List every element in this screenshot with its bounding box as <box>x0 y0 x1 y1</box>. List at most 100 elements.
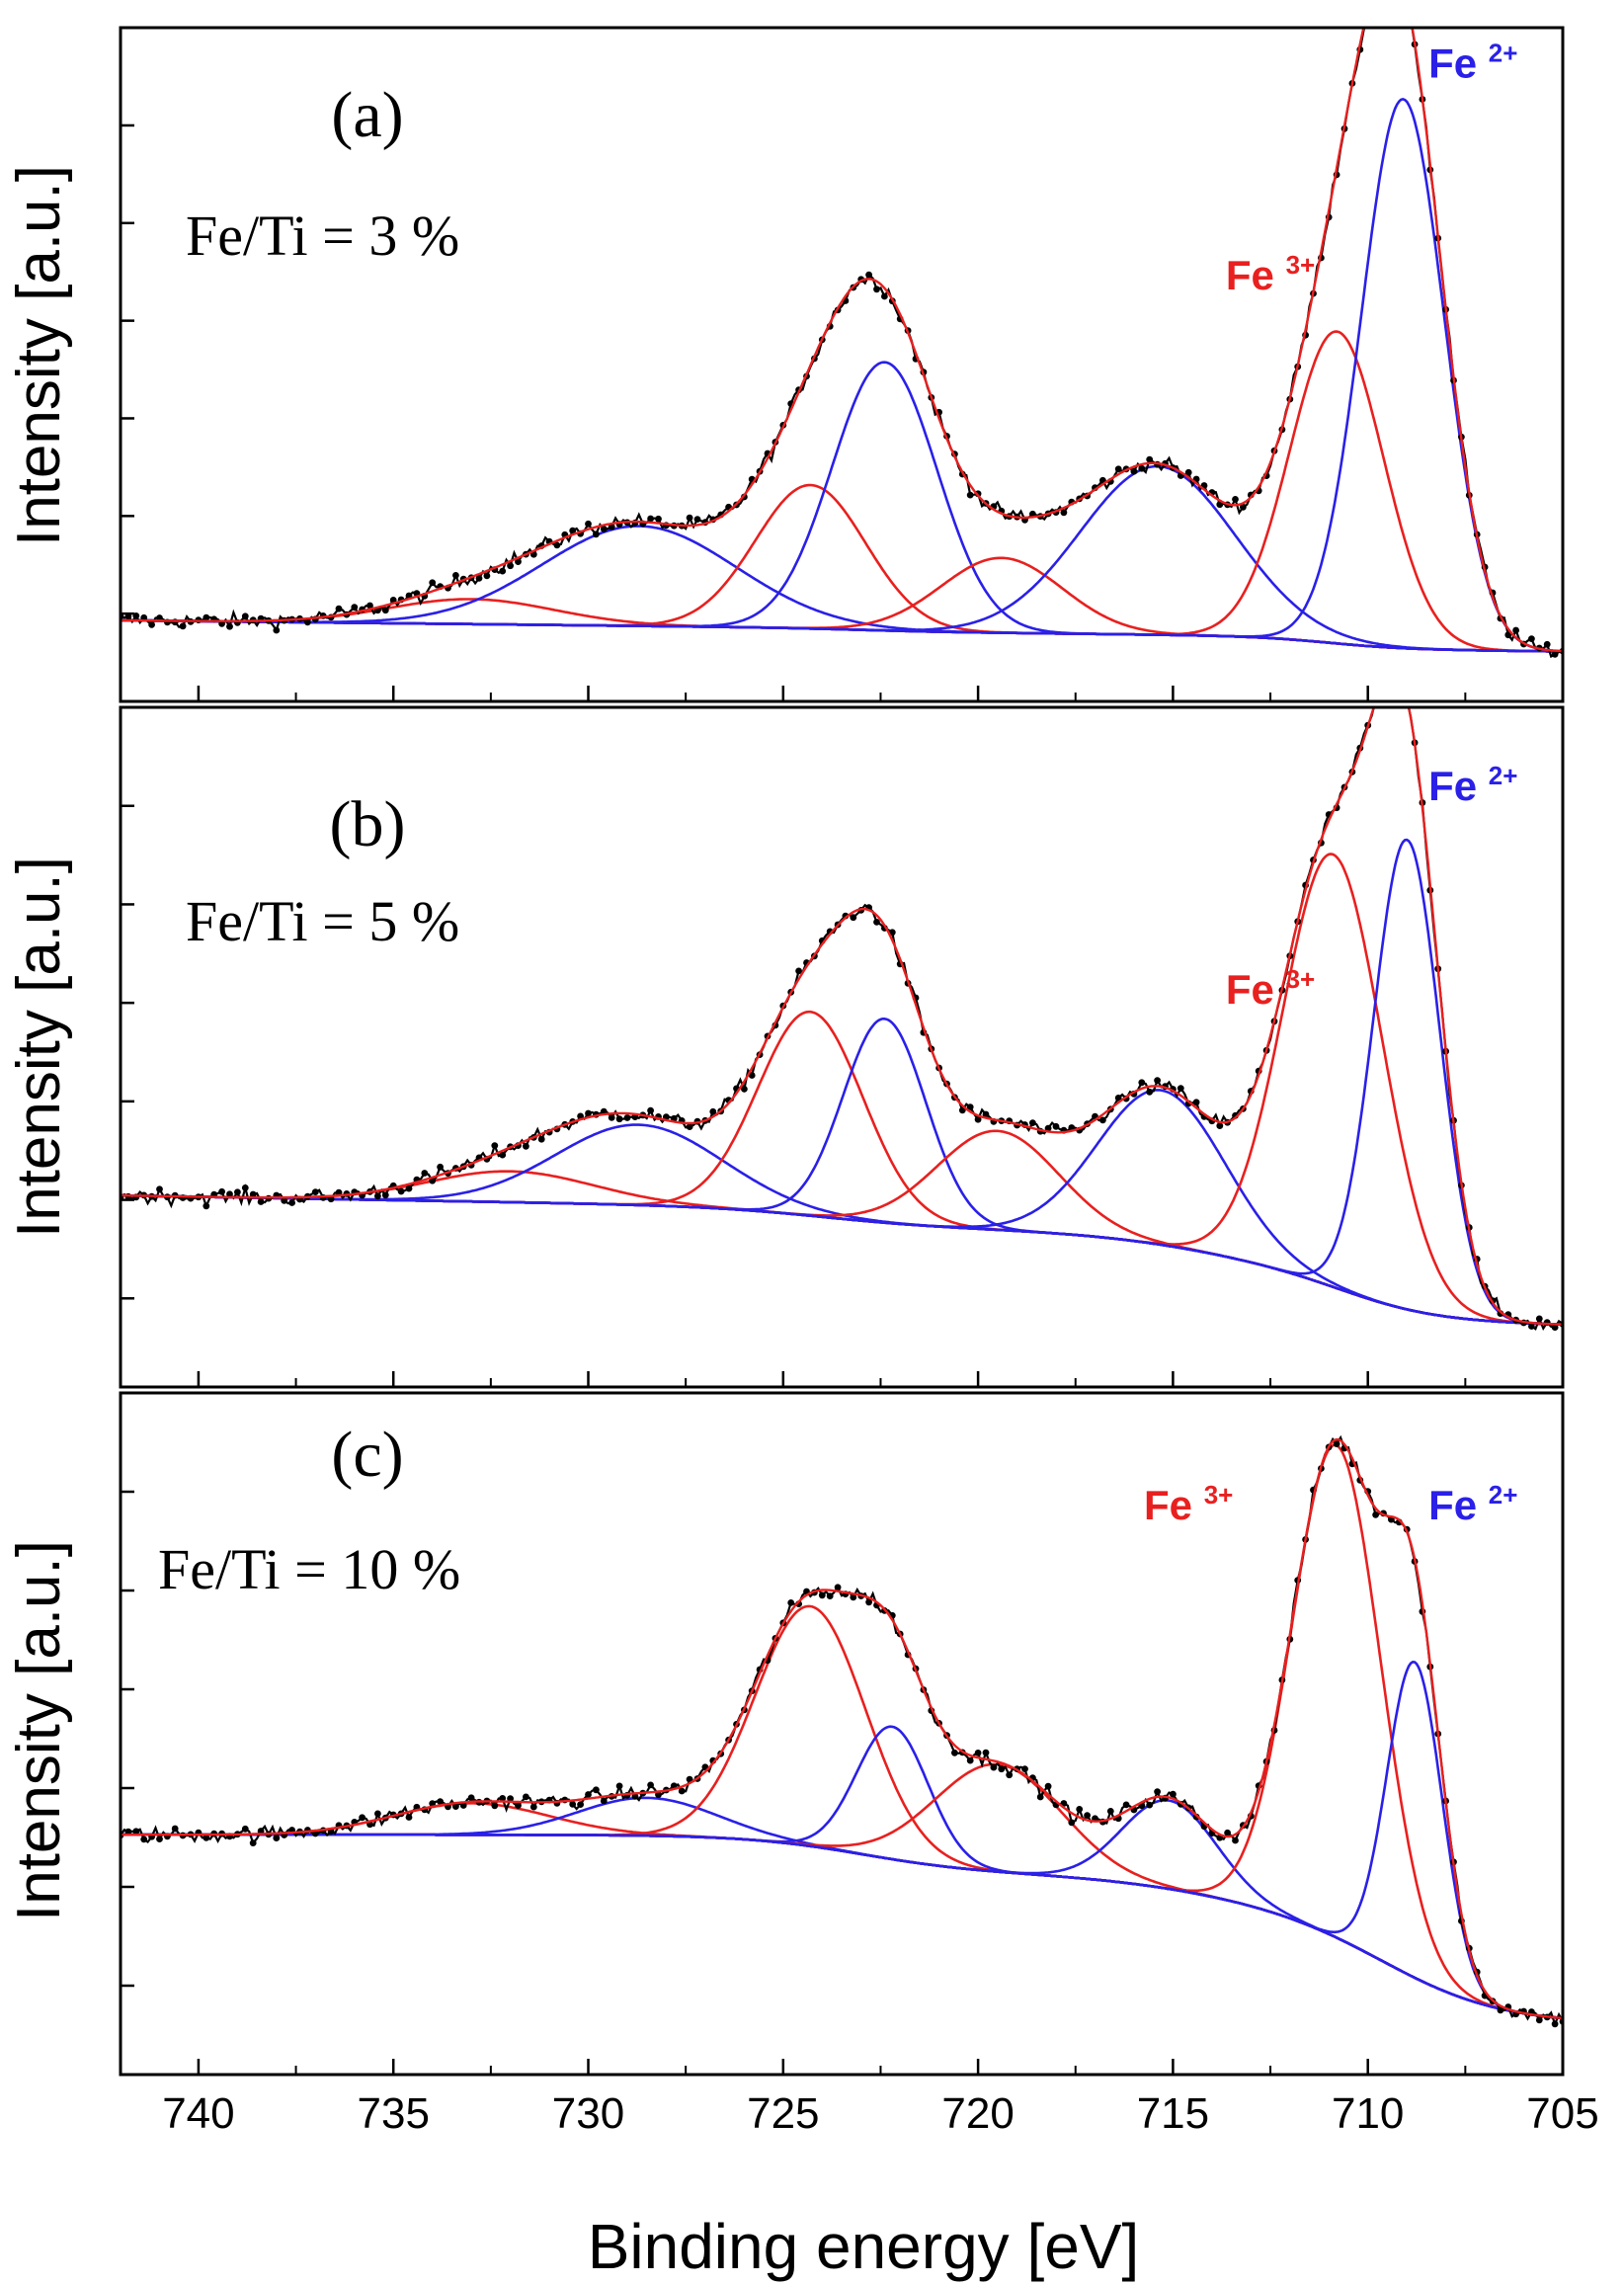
data-point <box>1380 672 1387 679</box>
data-point <box>1130 467 1138 475</box>
data-point <box>1543 640 1551 648</box>
data-point <box>982 1110 990 1118</box>
data-point <box>437 1163 444 1171</box>
data-point <box>1551 651 1559 658</box>
data-point <box>585 520 592 528</box>
fe3-component-5 <box>121 1129 1563 1326</box>
ion-symbol: Fe <box>1226 966 1286 1013</box>
data-point <box>257 1198 265 1205</box>
data-point <box>1232 496 1239 503</box>
data-point <box>1372 1511 1379 1518</box>
background-line <box>121 1833 1563 2020</box>
data-point <box>600 1797 608 1805</box>
data-point <box>577 1801 584 1808</box>
x-tick-label: 705 <box>1526 2089 1598 2138</box>
panel-c: (c)Fe/Ti = 10 %Intensity [a.u.]Fe 3+ Fe 2… <box>5 1391 1565 2077</box>
data-point <box>475 575 483 582</box>
data-point <box>615 1782 623 1790</box>
data-point <box>1535 2016 1543 2024</box>
panel-label: (c) <box>331 1419 403 1491</box>
x-tick-label: 710 <box>1332 2089 1404 2138</box>
data-point <box>951 1749 958 1756</box>
data-point <box>608 1114 615 1121</box>
fe2-component-8 <box>121 98 1563 653</box>
data-point <box>1240 503 1247 511</box>
data-point <box>335 605 343 612</box>
data-point <box>593 1786 600 1794</box>
data-point <box>499 567 507 575</box>
data-point <box>249 1839 257 1846</box>
data-point <box>1029 1119 1036 1126</box>
data-point <box>499 1795 507 1802</box>
y-axis-label: Intensity [a.u.] <box>5 857 73 1238</box>
experimental-data-line <box>121 707 1563 1331</box>
data-point <box>1068 1819 1076 1827</box>
data-point <box>148 621 156 628</box>
data-point <box>467 1794 475 1802</box>
data-point <box>1497 2006 1504 2014</box>
data-point <box>1114 1095 1122 1102</box>
data-point <box>1388 665 1395 672</box>
data-point <box>600 526 608 532</box>
data-point <box>1396 664 1403 671</box>
panel-frame <box>119 705 1565 1389</box>
panels: (a)Fe/Ti = 3 %Intensity [a.u.] Fe 3+Fe 2+… <box>5 26 1565 2077</box>
data-point <box>335 1188 343 1196</box>
data-point <box>795 967 802 975</box>
data-point <box>523 1793 529 1801</box>
data-point <box>179 622 187 630</box>
data-point <box>655 1791 662 1799</box>
experimental-data-line <box>121 1434 1563 2027</box>
background-line <box>121 618 1563 653</box>
data-point <box>966 1103 974 1110</box>
composition-label: Fe/Ti = 10 % <box>158 1537 460 1601</box>
y-axis-label: Intensity [a.u.] <box>5 165 73 546</box>
fit-envelope <box>121 707 1563 1326</box>
data-point <box>281 1196 288 1204</box>
background-line <box>121 1193 1563 1326</box>
data-point <box>273 626 281 634</box>
ion-symbol: Fe <box>1428 1482 1489 1528</box>
data-point <box>1184 468 1192 476</box>
data-point <box>241 1184 249 1191</box>
x-tick-label: 730 <box>552 2089 624 2138</box>
data-point <box>226 622 233 630</box>
data-point <box>655 515 662 523</box>
fit-envelope <box>121 28 1563 653</box>
data-point <box>1044 1124 1052 1132</box>
data-point <box>515 558 522 565</box>
data-point <box>873 919 880 926</box>
data-point <box>1084 1812 1091 1819</box>
data-point <box>1551 2020 1559 2028</box>
data-point <box>437 1798 444 1805</box>
data-point <box>374 1192 381 1200</box>
ion-symbol: Fe <box>1226 252 1286 298</box>
data-point <box>974 1115 982 1123</box>
data-point <box>1114 465 1122 473</box>
fe3-label: Fe 3+ <box>1144 1480 1233 1528</box>
data-point <box>515 1802 522 1809</box>
data-point <box>491 1142 499 1149</box>
data-point <box>491 1802 499 1810</box>
fe3-component-3 <box>121 1010 1563 1326</box>
data-point <box>834 1584 842 1591</box>
ion-charge: 2+ <box>1489 39 1518 68</box>
data-point <box>507 562 514 570</box>
data-point <box>203 1834 210 1841</box>
data-point <box>124 1828 132 1836</box>
data-point <box>1154 1788 1161 1795</box>
data-point <box>1106 1808 1114 1815</box>
fe2-component-4 <box>121 1018 1563 1326</box>
data-point <box>523 1142 529 1150</box>
data-point <box>631 1793 639 1800</box>
data-point <box>982 1749 990 1756</box>
data-point <box>1333 1440 1340 1447</box>
data-point <box>1528 635 1535 642</box>
data-point <box>304 618 311 626</box>
data-point <box>1138 464 1146 472</box>
data-point <box>156 1836 163 1842</box>
fe3-component-7 <box>121 330 1563 653</box>
data-point <box>873 286 880 293</box>
data-point <box>452 572 459 579</box>
